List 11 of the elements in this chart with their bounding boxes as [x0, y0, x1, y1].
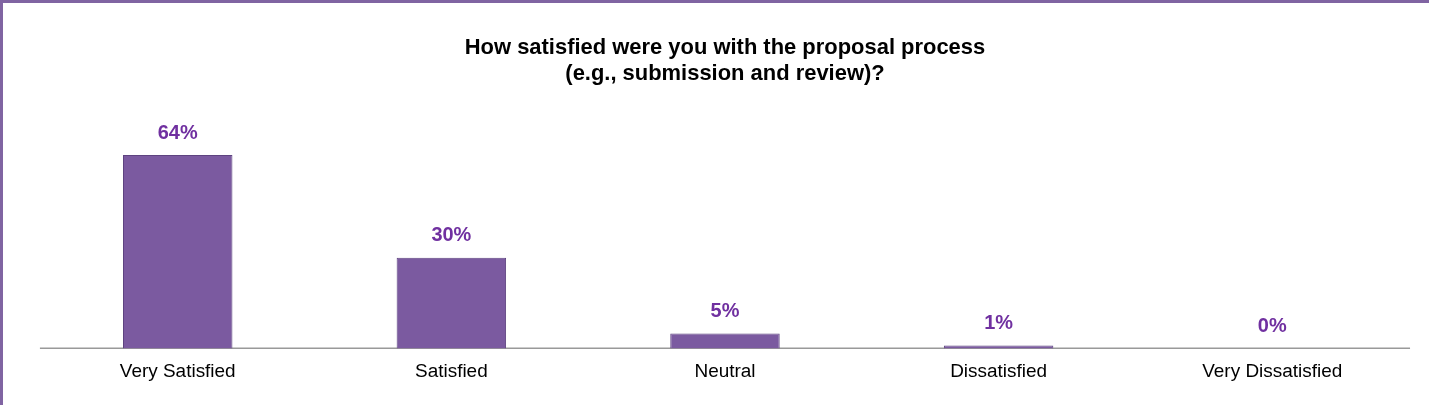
x-tick-label: Neutral	[694, 360, 756, 382]
data-label: 1%	[984, 311, 1014, 334]
x-tick-label: Satisfied	[415, 360, 488, 382]
data-label: 5%	[710, 299, 740, 322]
x-tick-label: Dissatisfied	[950, 360, 1048, 382]
data-label: 0%	[1257, 314, 1287, 337]
chart-title: How satisfied were you with the proposal process (e.g., submission and review)?	[464, 33, 986, 86]
x-tick-label: Very Satisfied	[119, 360, 236, 382]
data-label: 64%	[157, 120, 198, 143]
x-tick-label: Very Dissatisfied	[1202, 360, 1343, 382]
data-label: 30%	[431, 223, 472, 246]
